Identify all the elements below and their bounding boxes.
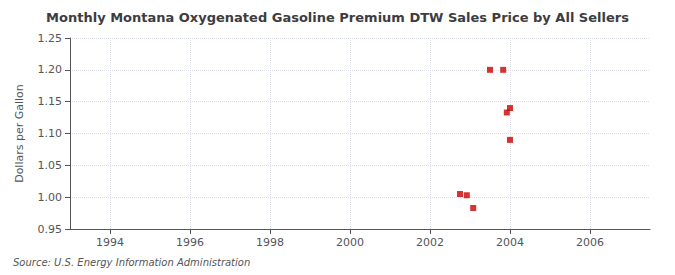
svg-text:1.05: 1.05	[38, 159, 63, 172]
svg-text:2002: 2002	[416, 236, 444, 249]
svg-text:1998: 1998	[256, 236, 284, 249]
svg-text:1.10: 1.10	[38, 127, 63, 140]
svg-text:1.25: 1.25	[38, 32, 63, 45]
svg-text:Dollars per Gallon: Dollars per Gallon	[13, 84, 26, 183]
svg-text:1996: 1996	[176, 236, 204, 249]
svg-text:1.15: 1.15	[38, 95, 63, 108]
svg-text:1.20: 1.20	[38, 63, 63, 76]
svg-text:1994: 1994	[96, 236, 124, 249]
svg-text:2004: 2004	[496, 236, 524, 249]
svg-text:2006: 2006	[576, 236, 604, 249]
svg-text:Monthly Montana Oxygenated Gas: Monthly Montana Oxygenated Gasoline Prem…	[46, 10, 629, 25]
svg-text:1.00: 1.00	[38, 191, 63, 204]
svg-text:0.95: 0.95	[38, 223, 63, 236]
svg-text:2000: 2000	[336, 236, 364, 249]
svg-text:Source: U.S. Energy Informatio: Source: U.S. Energy Information Administ…	[13, 257, 250, 268]
